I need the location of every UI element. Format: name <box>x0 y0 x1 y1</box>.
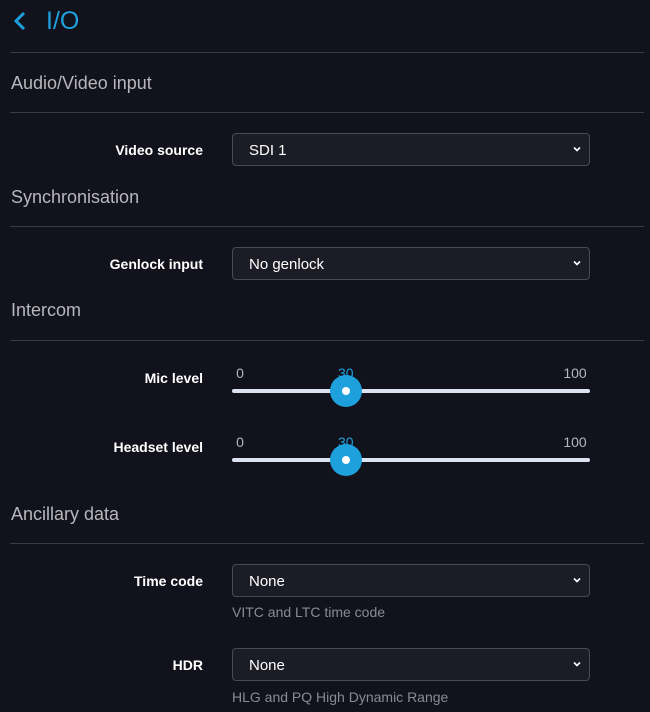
mic-level-label: Mic level <box>144 370 203 386</box>
section-title-sync: Synchronisation <box>11 187 140 207</box>
slider-thumb[interactable] <box>329 375 362 407</box>
video-source-select[interactable]: SDI 1 <box>232 133 590 166</box>
mic-level-slider[interactable]: 0 30 100 <box>232 365 590 435</box>
chevron-down-icon <box>573 577 581 583</box>
genlock-label: Genlock input <box>109 256 203 272</box>
timecode-value: None <box>249 573 285 590</box>
chevron-down-icon <box>573 661 581 667</box>
divider <box>10 112 644 113</box>
divider <box>10 226 644 227</box>
hdr-label: HDR <box>172 657 203 673</box>
hdr-select[interactable]: None <box>232 648 590 681</box>
chevron-down-icon <box>573 146 581 152</box>
headset-level-slider[interactable]: 0 30 100 <box>232 434 590 504</box>
hdr-value: None <box>249 657 285 674</box>
slider-max: 100 <box>563 434 587 450</box>
timecode-label: Time code <box>134 573 203 589</box>
timecode-hint: VITC and LTC time code <box>232 604 386 620</box>
slider-track[interactable] <box>232 458 590 462</box>
page-title: I/O <box>46 6 80 35</box>
genlock-select[interactable]: No genlock <box>232 247 590 280</box>
divider <box>10 543 644 544</box>
video-source-label: Video source <box>115 142 203 158</box>
chevron-left-icon <box>13 11 26 31</box>
slider-max: 100 <box>563 365 587 381</box>
headset-level-label: Headset level <box>113 439 204 455</box>
slider-thumb[interactable] <box>329 444 362 476</box>
genlock-value: No genlock <box>249 256 325 273</box>
video-source-value: SDI 1 <box>249 142 287 159</box>
section-title-anc: Ancillary data <box>11 504 120 524</box>
hdr-hint: HLG and PQ High Dynamic Range <box>232 689 449 705</box>
timecode-select[interactable]: None <box>232 564 590 597</box>
slider-track[interactable] <box>232 389 590 393</box>
slider-min: 0 <box>236 365 244 381</box>
divider <box>10 52 644 53</box>
section-title-av: Audio/Video input <box>11 73 152 93</box>
chevron-down-icon <box>573 260 581 266</box>
slider-min: 0 <box>236 434 244 450</box>
divider <box>10 340 644 341</box>
section-title-intercom: Intercom <box>11 300 82 320</box>
back-button[interactable]: I/O <box>12 4 79 38</box>
